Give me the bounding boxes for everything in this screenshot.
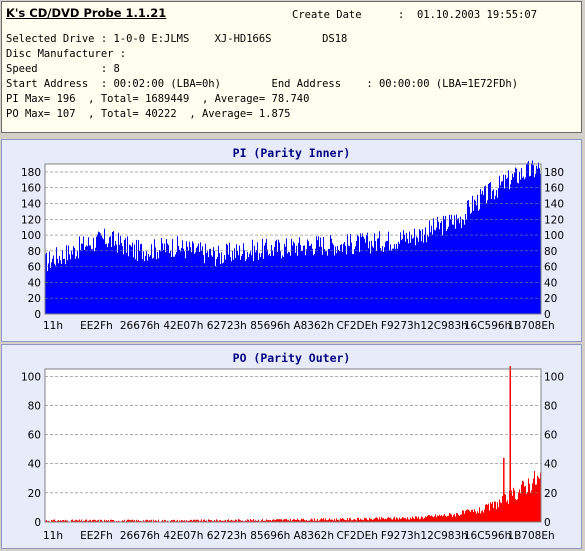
pi-chart-panel: PI (Parity Inner) 0 0 20 20 40 40 60 60 80 80 100 1…	[1, 139, 582, 342]
selected-drive-line: Selected Drive : 1-0-0 E:JLMS XJ-HD166S …	[6, 33, 348, 45]
pi-ytick-right: 20	[544, 293, 557, 305]
pi-xtick: 12C983h	[420, 320, 467, 332]
pi-xtick: EE2Fh	[80, 320, 113, 332]
pi-ytick-right: 180	[544, 167, 564, 179]
pi-ytick-left: 120	[21, 214, 41, 226]
pi-ytick-left: 160	[21, 183, 41, 195]
pi-xtick: 26676h	[120, 320, 160, 332]
info-panel: K's CD/DVD Probe 1.1.21 Create Date : 01…	[1, 1, 582, 133]
po-ytick-right: 20	[544, 488, 557, 500]
pi-chart-title: PI (Parity Inner)	[232, 146, 351, 160]
po-chart-title: PO (Parity Outer)	[232, 351, 351, 365]
pi-ytick-left: 60	[28, 262, 41, 274]
pi-xtick: 62723h	[207, 320, 247, 332]
po-xtick: EE2Fh	[80, 530, 113, 542]
po-ytick-left: 0	[34, 517, 41, 529]
po-xtick: 12C983h	[420, 530, 467, 542]
pi-xtick: 42E07h	[163, 320, 203, 332]
pi-ytick-right: 140	[544, 198, 564, 210]
po-ytick-right: 60	[544, 430, 557, 442]
po-xtick: 62723h	[207, 530, 247, 542]
pi-xtick: CF2DEh	[336, 320, 377, 332]
po-ytick-right: 40	[544, 459, 557, 471]
po-xtick: 16C596h	[464, 530, 511, 542]
po-chart-panel: PO (Parity Outer) 0 0 20 20 40 40 60 60 80 80 100 1…	[1, 344, 582, 549]
po-summary-line: PO Max= 107 , Total= 40222 , Average= 1.…	[6, 108, 291, 120]
po-plot-border	[44, 368, 542, 523]
pi-ytick-right: 60	[544, 262, 557, 274]
po-xtick: 85696h	[250, 530, 290, 542]
pi-xtick: 1B708Eh	[507, 320, 554, 332]
po-ytick-right: 80	[544, 400, 557, 412]
pi-ytick-left: 140	[21, 198, 41, 210]
po-xtick: 11h	[43, 530, 63, 542]
pi-ytick-left: 80	[28, 246, 41, 258]
po-ytick-left: 80	[28, 400, 41, 412]
po-ytick-left: 40	[28, 459, 41, 471]
pi-ytick-left: 20	[28, 293, 41, 305]
pi-chart: 0 0 20 20 40 40 60 60 80 80 100 100 120 120 140 140 160 1…	[21, 160, 564, 332]
pi-ytick-right: 80	[544, 246, 557, 258]
pi-xtick: A8362h	[293, 320, 334, 332]
pi-plot-border	[44, 163, 542, 315]
pi-ytick-right: 120	[544, 214, 564, 226]
pi-ytick-right: 40	[544, 277, 557, 289]
speed-line: Speed : 8	[6, 63, 120, 75]
create-date-label: Create Date	[292, 9, 362, 21]
pi-ytick-left: 100	[21, 230, 41, 242]
pi-xtick: 85696h	[250, 320, 290, 332]
pi-ytick-left: 0	[34, 309, 41, 321]
pi-ytick-right: 0	[544, 309, 551, 321]
pi-xtick: 16C596h	[464, 320, 511, 332]
po-xtick: A8362h	[293, 530, 334, 542]
app-title: K's CD/DVD Probe 1.1.21	[6, 6, 167, 20]
pi-xtick: 11h	[43, 320, 63, 332]
pi-ytick-right: 160	[544, 183, 564, 195]
po-ytick-left: 20	[28, 488, 41, 500]
po-xtick: F9273h	[381, 530, 420, 542]
po-ytick-left: 60	[28, 430, 41, 442]
po-ytick-right: 100	[544, 371, 564, 383]
po-plot-area	[44, 368, 542, 523]
disc-manufacturer-line: Disc Manufacturer :	[6, 48, 127, 60]
pi-ytick-left: 40	[28, 277, 41, 289]
pi-ytick-right: 100	[544, 230, 564, 242]
po-xtick: CF2DEh	[336, 530, 377, 542]
create-date-value: : 01.10.2003 19:55:07	[398, 9, 538, 21]
po-xtick: 1B708Eh	[507, 530, 554, 542]
pi-ytick-left: 180	[21, 167, 41, 179]
po-ytick-right: 0	[544, 517, 551, 529]
pi-xtick: F9273h	[381, 320, 420, 332]
po-xtick: 26676h	[120, 530, 160, 542]
po-ytick-left: 100	[21, 371, 41, 383]
pi-summary-line: PI Max= 196 , Total= 1689449 , Average= …	[6, 93, 310, 105]
address-line: Start Address : 00:02:00 (LBA=0h) End Ad…	[6, 78, 519, 90]
po-xtick: 42E07h	[163, 530, 203, 542]
po-chart: 0 0 20 20 40 40 60 60 80 80 100 100 11h EE2Fh 26676h 42…	[21, 366, 564, 542]
